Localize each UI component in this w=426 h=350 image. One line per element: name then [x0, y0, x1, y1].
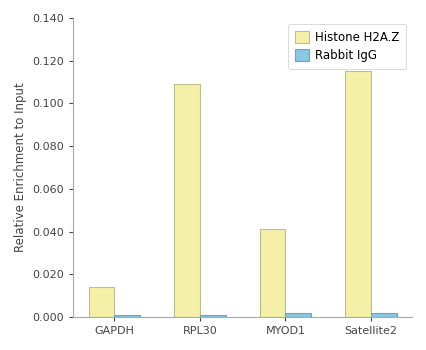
Bar — [345, 71, 371, 317]
Bar — [114, 315, 140, 317]
Bar — [260, 230, 285, 317]
Y-axis label: Relative Enrichment to Input: Relative Enrichment to Input — [14, 83, 27, 252]
Legend: Histone H2A.Z, Rabbit IgG: Histone H2A.Z, Rabbit IgG — [288, 24, 406, 69]
Bar — [89, 287, 114, 317]
Bar — [174, 84, 200, 317]
Bar — [200, 315, 225, 317]
Bar — [371, 313, 397, 317]
Bar — [285, 313, 311, 317]
